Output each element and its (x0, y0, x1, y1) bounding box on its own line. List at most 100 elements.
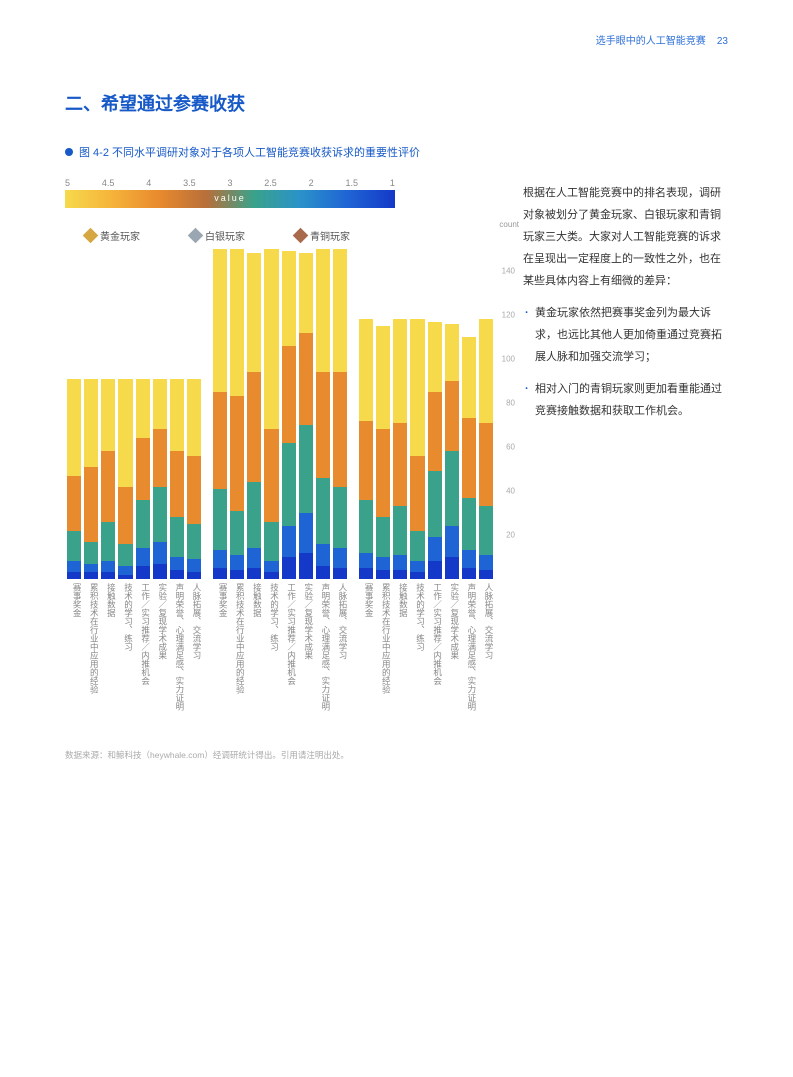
y-tick: 80 (506, 399, 515, 408)
bar-segment (153, 542, 167, 564)
legend-label: 青铜玩家 (310, 228, 350, 243)
x-label: 累积技术在行业中应用的经验 (230, 583, 244, 729)
stacked-bar (376, 326, 390, 579)
x-label: 赛事奖金 (359, 583, 373, 729)
bar-segment (247, 253, 261, 372)
bar-segment (316, 249, 330, 372)
bar-segment (393, 423, 407, 507)
bar-segment (282, 346, 296, 443)
legend-label: 黄金玩家 (100, 228, 140, 243)
bar-segment (316, 566, 330, 579)
figure-caption-text: 图 4-2 不同水平调研对象对于各项人工智能竞赛收获诉求的重要性评价 (79, 144, 420, 160)
bar-segment (118, 487, 132, 544)
bar-segment (187, 559, 201, 572)
x-label: 声明荣誉、心理满足感、实力证明 (170, 583, 184, 729)
source-text: 数据来源：和鲸科技（heywhale.com）经调研统计得出。引用请注明出处。 (65, 749, 495, 761)
stacked-bar (247, 253, 261, 579)
x-label: 工作／实习推荐／内推机会 (428, 583, 442, 729)
bar-segment (333, 568, 347, 579)
x-label: 人脉拓展、交流学习 (187, 583, 201, 729)
bar-segment (393, 555, 407, 570)
x-label: 人脉拓展、交流学习 (333, 583, 347, 729)
figure-caption: 图 4-2 不同水平调研对象对于各项人工智能竞赛收获诉求的重要性评价 (65, 144, 728, 160)
bar-segment (462, 550, 476, 568)
bar-segment (118, 544, 132, 566)
bar-segment (153, 379, 167, 430)
stacked-bar (67, 379, 81, 579)
stacked-bar (230, 249, 244, 579)
panel-xlabels: 赛事奖金累积技术在行业中应用的经验接触数据技术的学习、练习工作／实习推荐／内推机… (357, 579, 495, 729)
bar-segment (170, 451, 184, 517)
chart-area: 赛事奖金累积技术在行业中应用的经验接触数据技术的学习、练习工作／实习推荐／内推机… (65, 249, 495, 729)
chart-panel: 赛事奖金累积技术在行业中应用的经验接触数据技术的学习、练习工作／实习推荐／内推机… (211, 249, 349, 729)
y-tick: 40 (506, 487, 515, 496)
bar-segment (445, 381, 459, 451)
y-tick: 120 (502, 311, 515, 320)
bar-segment (462, 337, 476, 418)
bar-segment (213, 550, 227, 568)
paragraph-intro: 根据在人工智能竞赛中的排名表现，调研对象被划分了黄金玩家、白银玩家和青铜玩家三大… (523, 182, 728, 292)
x-label: 赛事奖金 (213, 583, 227, 729)
bar-segment (410, 561, 424, 572)
bar-segment (84, 564, 98, 573)
bar-segment (359, 421, 373, 500)
stacked-bar (333, 249, 347, 579)
x-label: 技术的学习、练习 (118, 583, 132, 729)
stacked-bar (101, 379, 115, 579)
bar-segment (428, 561, 442, 579)
bar-segment (462, 418, 476, 497)
bar-segment (462, 568, 476, 579)
bar-segment (359, 553, 373, 568)
bar-segment (333, 487, 347, 549)
bar-segment (428, 537, 442, 561)
legend-badge-icon (188, 228, 204, 244)
bar-segment (299, 513, 313, 553)
bar-segment (67, 476, 81, 531)
stacked-bar (299, 253, 313, 579)
bar-segment (264, 249, 278, 429)
bar-segment (213, 249, 227, 392)
bar-segment (410, 572, 424, 579)
bar-segment (479, 570, 493, 579)
legend-item: 白银玩家 (190, 228, 245, 243)
bullet-bronze: 相对入门的青铜玩家则更加看重能通过竞赛接触数据和获取工作机会。 (523, 378, 728, 422)
bar-segment (393, 506, 407, 554)
bar-segment (333, 372, 347, 486)
panel-xlabels: 赛事奖金累积技术在行业中应用的经验接触数据技术的学习、练习工作／实习推荐／内推机… (65, 579, 203, 729)
y-tick: 60 (506, 443, 515, 452)
bar-segment (213, 489, 227, 551)
bar-segment (247, 482, 261, 548)
bar-segment (299, 425, 313, 513)
bar-segment (67, 379, 81, 476)
bar-segment (264, 561, 278, 572)
stacked-bar (462, 337, 476, 579)
x-label: 工作／实习推荐／内推机会 (136, 583, 150, 729)
panel-xlabels: 赛事奖金累积技术在行业中应用的经验接触数据技术的学习、练习工作／实习推荐／内推机… (211, 579, 349, 729)
bar-segment (101, 379, 115, 452)
bar-segment (333, 249, 347, 372)
bar-segment (67, 561, 81, 572)
stacked-bar (282, 251, 296, 579)
bar-segment (230, 555, 244, 570)
stacked-bar (264, 249, 278, 579)
legend-badge-icon (293, 228, 309, 244)
x-label: 技术的学习、练习 (410, 583, 424, 729)
x-label: 实验／复现学术成果 (153, 583, 167, 729)
bar-segment (479, 506, 493, 554)
bar-segment (118, 379, 132, 487)
scale-tick: 5 (65, 178, 70, 188)
bar-segment (84, 467, 98, 542)
bar-segment (153, 487, 167, 542)
legend-badge-icon (83, 228, 99, 244)
bar-segment (428, 392, 442, 471)
x-label: 技术的学习、练习 (264, 583, 278, 729)
legend-item: 黄金玩家 (85, 228, 140, 243)
bar-segment (118, 566, 132, 575)
stacked-bar (118, 379, 132, 579)
bar-segment (187, 456, 201, 524)
bullet-gold: 黄金玩家依然把赛事奖金列为最大诉求，也远比其他人更加倚重通过竞赛拓展人脉和加强交… (523, 302, 728, 368)
bar-segment (136, 379, 150, 438)
bar-segment (376, 517, 390, 557)
bar-segment (445, 324, 459, 381)
stacked-bar (136, 379, 150, 579)
